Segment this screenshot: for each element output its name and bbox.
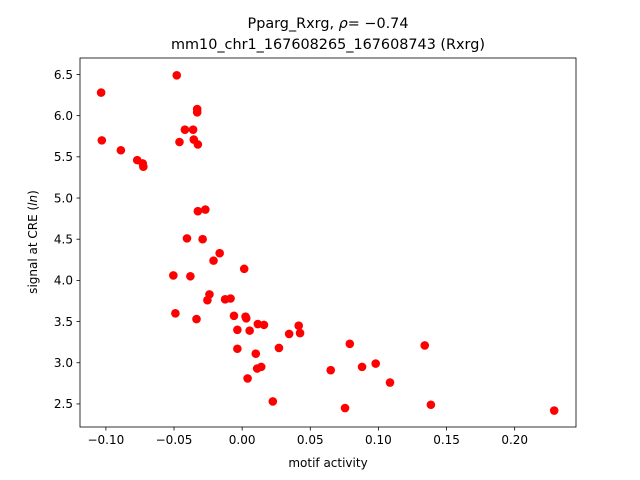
x-tick-label: −0.10 bbox=[87, 433, 124, 447]
scatter-point bbox=[284, 329, 294, 339]
scatter-point bbox=[193, 140, 203, 149]
scatter-point bbox=[229, 311, 239, 321]
scatter-point bbox=[233, 344, 242, 354]
y-tick-label: 3.5 bbox=[54, 315, 73, 329]
y-axis-label: signal at CRE (ln) bbox=[26, 190, 40, 294]
scatter-point bbox=[180, 125, 190, 134]
title-prefix: Pparg_Rxrg, bbox=[248, 16, 339, 32]
scatter-points bbox=[96, 70, 559, 415]
scatter-point bbox=[371, 359, 380, 368]
x-tick-label: 0.20 bbox=[501, 433, 528, 447]
scatter-point bbox=[192, 314, 201, 324]
scatter-point bbox=[241, 313, 251, 323]
scatter-point bbox=[549, 406, 559, 415]
ylabel-italic: ln bbox=[26, 195, 40, 206]
plot-area bbox=[79, 57, 577, 428]
scatter-point bbox=[295, 328, 305, 338]
scatter-point bbox=[251, 349, 261, 358]
y-tick-label: 5.5 bbox=[54, 150, 73, 164]
scatter-point bbox=[172, 70, 182, 80]
scatter-point bbox=[256, 362, 266, 372]
scatter-point bbox=[116, 145, 126, 155]
scatter-point bbox=[274, 343, 284, 353]
scatter-point bbox=[326, 365, 336, 375]
scatter-point bbox=[420, 341, 430, 350]
x-tick-label: 0.15 bbox=[433, 433, 460, 447]
scatter-point bbox=[193, 206, 203, 216]
scatter-point bbox=[243, 374, 252, 383]
scatter-point bbox=[169, 271, 178, 280]
scatter-point bbox=[245, 326, 254, 335]
x-tick-label: 0.05 bbox=[297, 433, 324, 447]
y-tick-label: 2.5 bbox=[54, 397, 73, 411]
x-axis-label: motif activity bbox=[288, 456, 367, 470]
ylabel-prefix: signal at CRE ( bbox=[26, 206, 40, 294]
axes-frame bbox=[79, 57, 577, 428]
scatter-point bbox=[426, 400, 436, 410]
scatter-point bbox=[357, 362, 367, 372]
x-axis-ticks: −0.10 −0.05 0.00 0.05 0.10 0.15 0.20 bbox=[87, 427, 528, 447]
scatter-point bbox=[233, 325, 242, 335]
scatter-point bbox=[97, 136, 107, 145]
scatter-point bbox=[226, 294, 235, 303]
y-tick-label: 3.0 bbox=[54, 356, 73, 370]
y-tick-label: 4.5 bbox=[54, 233, 73, 247]
scatter-point bbox=[239, 264, 249, 274]
scatter-point bbox=[139, 162, 148, 172]
scatter-point bbox=[209, 256, 218, 265]
ylabel-suffix: ) bbox=[26, 190, 40, 195]
x-tick-label: −0.05 bbox=[156, 433, 193, 447]
y-axis-ticks: 2.5 3.0 3.5 4.0 4.5 5.0 5.5 6.0 6.5 bbox=[54, 68, 80, 411]
scatter-point bbox=[203, 295, 212, 305]
scatter-point bbox=[259, 320, 269, 330]
scatter-point bbox=[192, 108, 202, 117]
scatter-point bbox=[188, 125, 198, 134]
y-tick-label: 5.0 bbox=[54, 191, 73, 205]
x-tick-label: 0.10 bbox=[365, 433, 392, 447]
chart-title-line2: mm10_chr1_167608265_167608743 (Rxrg) bbox=[171, 37, 485, 53]
y-tick-label: 6.5 bbox=[54, 68, 73, 82]
scatter-point bbox=[340, 403, 350, 413]
scatter-point bbox=[268, 397, 278, 406]
scatter-point bbox=[201, 205, 210, 214]
scatter-point bbox=[175, 137, 184, 147]
scatter-point bbox=[96, 88, 106, 97]
scatter-point bbox=[345, 339, 355, 349]
scatter-point bbox=[182, 234, 192, 243]
scatter-point bbox=[294, 321, 304, 330]
y-tick-label: 6.0 bbox=[54, 109, 73, 123]
x-tick-label: 0.00 bbox=[229, 433, 256, 447]
title-rho-symbol: ρ bbox=[339, 16, 348, 32]
scatter-point bbox=[171, 309, 180, 318]
y-tick-label: 4.0 bbox=[54, 274, 73, 288]
scatter-point bbox=[198, 234, 207, 244]
title-rho-value: = −0.74 bbox=[348, 16, 409, 32]
scatter-point bbox=[215, 248, 224, 258]
scatter-point bbox=[385, 378, 395, 387]
chart-title-line1: Pparg_Rxrg, ρ= −0.74 bbox=[248, 16, 409, 32]
scatter-point bbox=[186, 271, 195, 281]
